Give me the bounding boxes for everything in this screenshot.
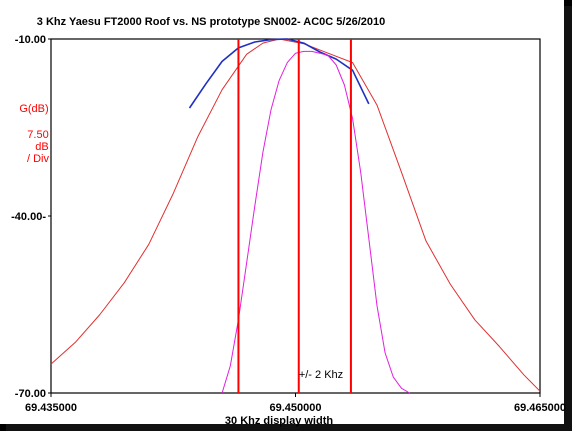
series-line	[221, 50, 410, 394]
chart-frame	[0, 0, 564, 424]
chart-title: 3 Khz Yaesu FT2000 Roof vs. NS prototype…	[37, 16, 385, 28]
x-tick-label: 69.465000	[514, 402, 566, 414]
plot-border	[50, 38, 541, 394]
frame-shadow	[564, 6, 572, 431]
frame-shadow	[6, 424, 572, 431]
y-axis-label-line: / Div	[27, 153, 50, 165]
y-axis-label-line: dB	[35, 141, 48, 153]
y-tick-label: -10.00	[15, 34, 46, 46]
series-line	[50, 38, 541, 392]
plot-axes: -10.00 -40.00- -70.00 69.435000 69.450000 69.…	[11, 34, 566, 414]
x-axis-label: 30 Khz display width	[225, 415, 333, 427]
y-axis-label-line: G(dB)	[19, 103, 48, 115]
y-tick-label: -40.00-	[11, 211, 46, 223]
y-tick-label: -70.00	[15, 388, 46, 400]
x-tick-label: 69.435000	[25, 402, 77, 414]
series-line	[188, 38, 370, 109]
plot-marks	[50, 38, 541, 394]
x-tick-label: 69.450000	[270, 402, 322, 414]
y-axis-label-line: 7.50	[27, 129, 48, 141]
bandwidth-annotation: +/- 2 Khz	[299, 369, 343, 381]
